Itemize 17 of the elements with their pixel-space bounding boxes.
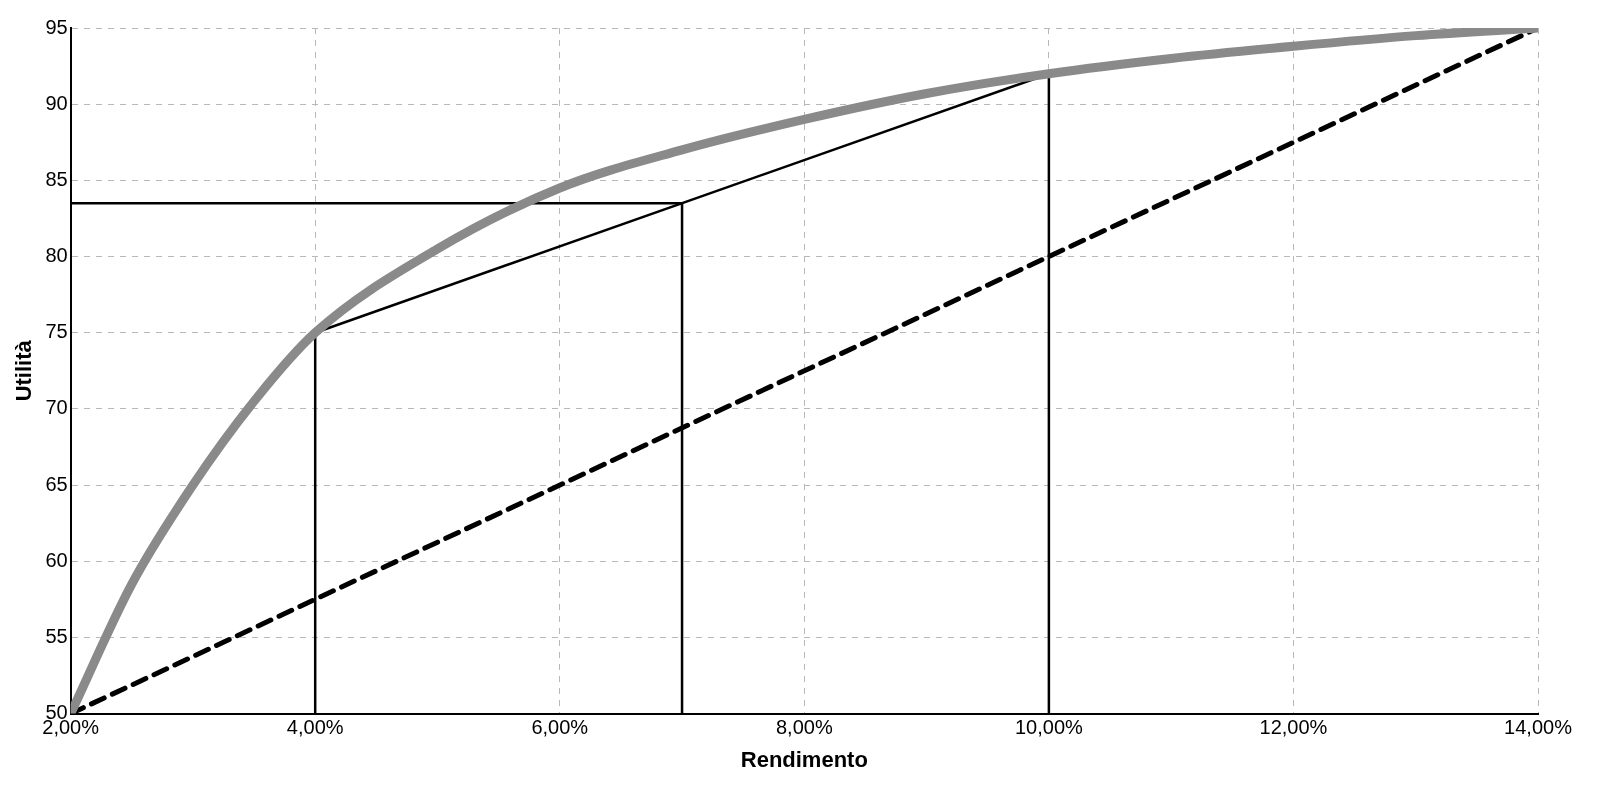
y-tick-label: 80 xyxy=(45,244,68,267)
x-tick-label: 10,00% xyxy=(1014,716,1084,739)
x-tick-label: 6,00% xyxy=(531,716,589,739)
y-axis-title: Utilità xyxy=(11,339,37,402)
y-tick-label: 75 xyxy=(45,320,68,343)
x-axis-title: Rendimento xyxy=(740,746,868,772)
x-tick-label: 12,00% xyxy=(1259,716,1328,739)
x-tick-label: 4,00% xyxy=(286,716,344,739)
y-tick-label: 55 xyxy=(45,624,68,647)
y-tick-label: 95 xyxy=(45,15,68,38)
y-tick-label: 60 xyxy=(45,548,68,571)
x-tick-label: 8,00% xyxy=(775,716,833,739)
y-tick-label: 85 xyxy=(45,167,68,190)
x-tick-label: 14,00% xyxy=(1504,716,1573,739)
y-tick-label: 65 xyxy=(45,472,68,495)
y-tick-label: 70 xyxy=(45,396,68,419)
y-tick-label: 90 xyxy=(45,91,68,114)
